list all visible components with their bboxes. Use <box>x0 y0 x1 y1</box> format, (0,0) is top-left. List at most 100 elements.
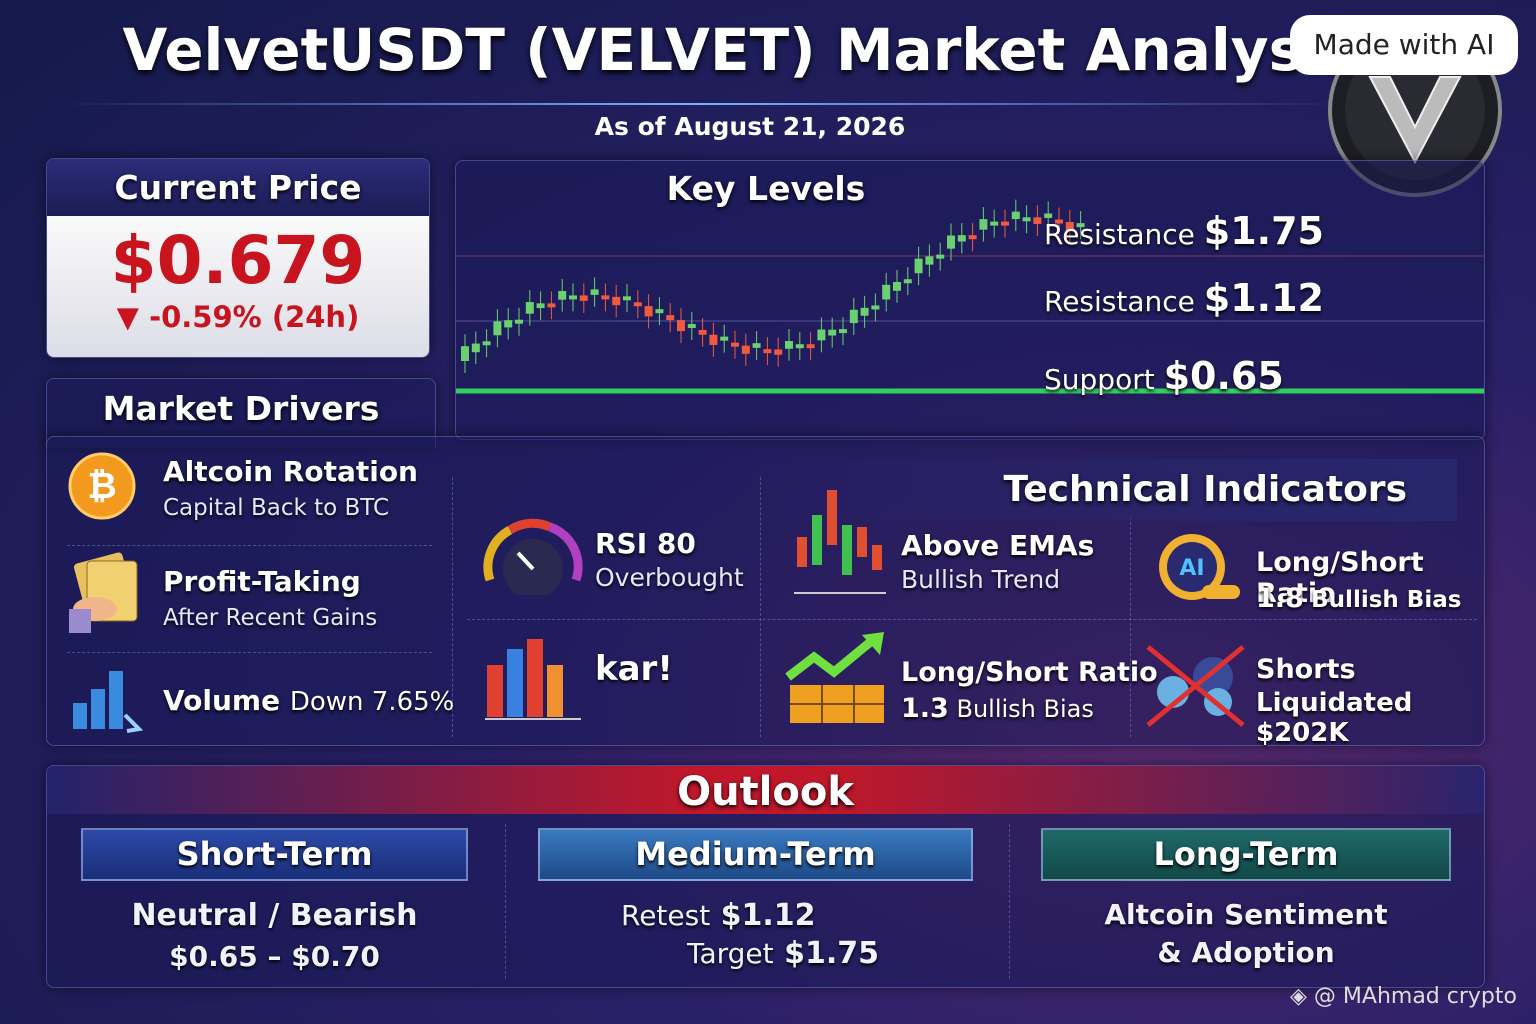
decoration <box>91 689 105 729</box>
candle-body <box>741 345 750 354</box>
decoration <box>507 649 523 717</box>
liquidation-icon <box>1146 645 1245 727</box>
outlook-line: Altcoin Sentiment <box>1104 898 1388 931</box>
driver-title: Volume <box>163 684 281 717</box>
indicator-garbled: kar! <box>595 649 673 689</box>
price-title: Current Price <box>47 159 429 216</box>
candle-body <box>1022 217 1031 222</box>
outlook-title: Outlook <box>47 766 1484 815</box>
decoration <box>516 551 535 571</box>
candle-body <box>839 329 847 334</box>
candle-body <box>968 235 977 240</box>
key-levels-panel: Key Levels Resistance $1.75 Resistance $… <box>455 160 1485 440</box>
decoration <box>67 545 432 546</box>
indicator-subtitle: Bullish Trend <box>901 565 1061 594</box>
candlestick-chart <box>456 199 1484 394</box>
bar-icon <box>485 639 581 720</box>
candle-body <box>871 305 880 310</box>
candle-body <box>536 303 545 309</box>
candle-body <box>515 319 523 324</box>
indicator-title: RSI 80 <box>595 527 696 560</box>
candle-body <box>547 303 556 308</box>
outlook-value: $1.75 <box>784 936 879 971</box>
price-change-row: ▼ -0.59% (24h) <box>47 300 429 334</box>
candle-body <box>687 324 696 329</box>
candle-body <box>698 330 707 335</box>
decoration <box>547 665 563 717</box>
candle-body <box>558 291 567 300</box>
indicator-row: 1.3 Bullish Bias <box>901 693 1094 724</box>
candle-body <box>882 284 891 300</box>
decoration <box>1009 824 1010 979</box>
candle-body <box>1044 213 1053 218</box>
indicator-title: Long/Short Ratio <box>901 657 1158 688</box>
decoration <box>857 527 867 557</box>
decoration <box>1146 645 1245 727</box>
outlook-label: Retest <box>621 899 711 932</box>
bitcoin-icon: ₿ <box>68 452 136 520</box>
price-value: $0.679 <box>110 222 366 299</box>
decoration <box>467 619 1477 620</box>
level-value: $0.65 <box>1163 354 1284 398</box>
indicator-subtitle: Bullish Bias <box>1311 587 1462 613</box>
decoration <box>827 490 837 545</box>
outlook-value: $1.12 <box>720 898 816 933</box>
candle-body <box>774 349 783 355</box>
indicator-title: Shorts <box>1256 654 1356 685</box>
candle-body <box>655 309 664 314</box>
decoration <box>797 537 807 567</box>
credit: ◈ @ MAhmad crypto <box>1290 984 1517 1009</box>
driver-subtitle: Capital Back to BTC <box>163 495 390 521</box>
level-value: $1.75 <box>1203 209 1324 253</box>
candle-body <box>590 289 599 295</box>
date: As of August 21, 2026 <box>594 112 906 141</box>
candle-body <box>763 349 772 354</box>
decoration <box>1167 542 1217 592</box>
candle-body <box>1076 223 1085 228</box>
level-row: Support $0.65 <box>1044 354 1284 398</box>
decoration: AI <box>1179 556 1204 581</box>
indicator-subtitle: Overbought <box>595 563 744 592</box>
credit-text: @ MAhmad crypto <box>1313 984 1517 1009</box>
candle-body <box>957 235 966 242</box>
decoration <box>123 713 144 733</box>
outlook-label: Target <box>687 937 774 970</box>
decoration <box>760 477 761 737</box>
indicator-subtitle: Liquidated $202K <box>1256 688 1413 748</box>
candle-body <box>569 295 577 300</box>
outlook-panel: Outlook Short-Term Neutral / Bearish $0.… <box>46 765 1485 988</box>
driver-subtitle: Down 7.65% <box>289 687 455 717</box>
decoration <box>452 477 453 737</box>
decoration <box>69 609 91 633</box>
candle-body <box>1011 211 1020 220</box>
driver-subtitle: After Recent Gains <box>163 605 378 631</box>
outlook-line: $0.65 – $0.70 <box>169 940 380 973</box>
price-panel: Current Price $0.679 ▼ -0.59% (24h) <box>46 158 430 358</box>
rsi-gauge-icon <box>483 518 583 595</box>
candle-body <box>903 279 912 284</box>
drivers-indicators-panel: ₿ Altcoin Rotation Capital Back to BTC P… <box>46 436 1485 748</box>
indicator-title: Above EMAs <box>901 529 1095 562</box>
money-icon <box>69 552 138 633</box>
candle-body <box>925 256 934 265</box>
candle-body <box>817 329 826 341</box>
candle-body <box>947 235 955 249</box>
candle-body <box>1065 222 1074 232</box>
decoration <box>505 824 506 979</box>
outlook-line: Target $1.75 <box>687 936 879 971</box>
decoration <box>812 515 822 565</box>
candle-body <box>471 343 480 353</box>
candle-body <box>612 296 621 306</box>
level-label: Resistance <box>1044 218 1195 251</box>
driver-title: Profit-Taking <box>163 565 361 598</box>
title-rule <box>60 103 1340 105</box>
credit-icon: ◈ <box>1290 984 1314 1009</box>
level-label: Resistance <box>1044 285 1195 318</box>
price-body: $0.679 ▼ -0.59% (24h) <box>47 216 429 357</box>
decoration <box>1130 517 1131 737</box>
candle-body <box>1001 221 1009 226</box>
decoration <box>68 452 136 520</box>
candle-body <box>990 221 999 226</box>
decoration <box>487 665 503 717</box>
indicator-value: 1.3 <box>901 693 949 724</box>
